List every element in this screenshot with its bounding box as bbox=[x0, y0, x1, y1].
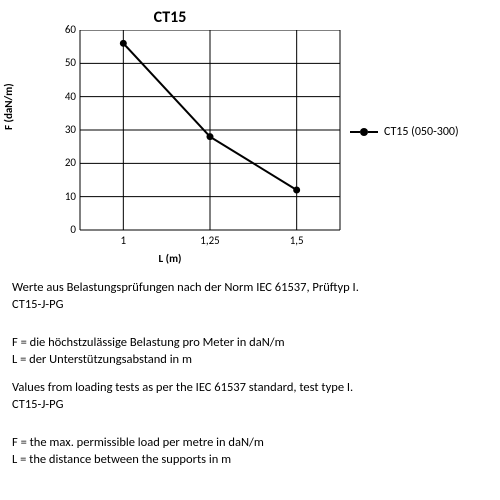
caption-line: CT15-J-PG bbox=[12, 397, 488, 414]
x-tick-label: 1,25 bbox=[198, 234, 222, 247]
y-axis-label: F (daN/m) bbox=[2, 83, 15, 130]
chart-title: CT15 bbox=[0, 8, 340, 27]
legend: CT15 (050-300) bbox=[350, 125, 459, 139]
y-tick-label: 30 bbox=[65, 123, 76, 136]
caption-line: L = der Unterstützungsabstand in m bbox=[12, 352, 488, 369]
x-tick-label: 1 bbox=[111, 234, 135, 247]
legend-marker bbox=[350, 127, 378, 137]
chart-svg bbox=[30, 30, 350, 240]
y-tick-label: 10 bbox=[65, 190, 76, 203]
y-tick-label: 40 bbox=[65, 90, 76, 103]
caption-en-intro: Values from loading tests as per the IEC… bbox=[12, 380, 488, 414]
caption-line: CT15-J-PG bbox=[12, 297, 488, 314]
x-axis-label: L (m) bbox=[0, 252, 340, 265]
caption-line: Werte aus Belastungsprüfungen nach der N… bbox=[12, 280, 488, 297]
caption-en-defs: F = the max. permissible load per metre … bbox=[12, 435, 488, 469]
caption-de-defs: F = die höchstzulässige Belastung pro Me… bbox=[12, 335, 488, 369]
y-tick-label: 50 bbox=[65, 56, 76, 69]
y-tick-label: 0 bbox=[70, 223, 76, 236]
legend-label: CT15 (050-300) bbox=[384, 125, 459, 139]
caption-de-intro: Werte aus Belastungsprüfungen nach der N… bbox=[12, 280, 488, 314]
y-tick-label: 20 bbox=[65, 156, 76, 169]
caption-line: L = the distance between the supports in… bbox=[12, 452, 488, 469]
caption-line: Values from loading tests as per the IEC… bbox=[12, 380, 488, 397]
caption-line: F = die höchstzulässige Belastung pro Me… bbox=[12, 335, 488, 352]
caption-line: F = the max. permissible load per metre … bbox=[12, 435, 488, 452]
y-tick-label: 60 bbox=[65, 23, 76, 36]
chart-area bbox=[30, 30, 350, 245]
x-tick-label: 1,5 bbox=[285, 234, 309, 247]
